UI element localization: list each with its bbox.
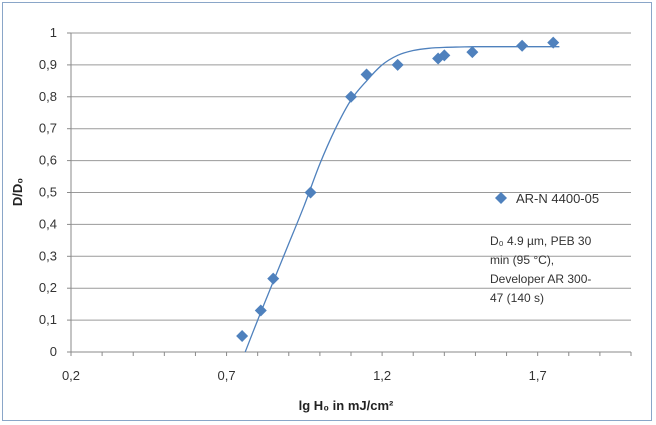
data-point — [438, 49, 451, 62]
data-point — [345, 90, 357, 103]
chart-frame — [2, 2, 652, 421]
annotation-line-3: Developer AR 300- — [490, 272, 591, 286]
y-tick-label: 0,4 — [39, 216, 57, 231]
annotation-line-2: min (95 °C), — [490, 253, 554, 267]
data-point — [267, 272, 280, 285]
data-point — [516, 39, 529, 52]
data-point — [466, 46, 479, 59]
y-tick-labels: 0 0,1 0,2 0,3 0,4 0,5 0,6 0,7 0,8 0,9 1 — [39, 25, 57, 359]
y-tick-label: 0,5 — [39, 185, 57, 200]
annotation: D₀ 4.9 µm, PEB 30 min (95 °C), Developer… — [490, 234, 592, 305]
legend-label: AR-N 4400-05 — [516, 191, 599, 206]
trendline — [244, 46, 560, 353]
x-axis-title: lg H₀ in mJ/cm² — [299, 398, 394, 413]
axes — [67, 32, 632, 356]
data-point — [254, 304, 267, 317]
x-tick-label: 1,2 — [373, 368, 391, 383]
y-tick-label: 0,2 — [39, 280, 57, 295]
x-tick-labels: 0,2 0,7 1,2 1,7 — [62, 368, 547, 383]
y-tick-label: 0,9 — [39, 57, 57, 72]
data-point — [304, 186, 317, 199]
y-tick-label: 0,6 — [39, 153, 57, 168]
y-tick-label: 0,7 — [39, 121, 57, 136]
annotation-line-4: 47 (140 s) — [490, 291, 544, 305]
y-axis-title: D/D₀ — [10, 178, 25, 206]
data-point — [391, 58, 404, 71]
y-tick-label: 0,8 — [39, 89, 57, 104]
legend-marker-diamond — [495, 192, 507, 204]
y-tick-label: 0,3 — [39, 248, 57, 263]
data-point — [236, 330, 249, 343]
data-point — [360, 68, 373, 81]
x-tick-label: 0,2 — [62, 368, 80, 383]
y-tick-label: 0 — [50, 344, 57, 359]
x-tick-label: 0,7 — [218, 368, 236, 383]
y-tick-label: 0,1 — [39, 312, 57, 327]
y-tick-label: 1 — [50, 25, 57, 40]
data-points — [236, 36, 560, 343]
annotation-line-1: D₀ 4.9 µm, PEB 30 — [490, 234, 592, 248]
legend: AR-N 4400-05 — [495, 191, 599, 206]
grid-lines — [71, 32, 631, 321]
data-point — [547, 36, 560, 49]
x-tick-label: 1,7 — [529, 368, 547, 383]
